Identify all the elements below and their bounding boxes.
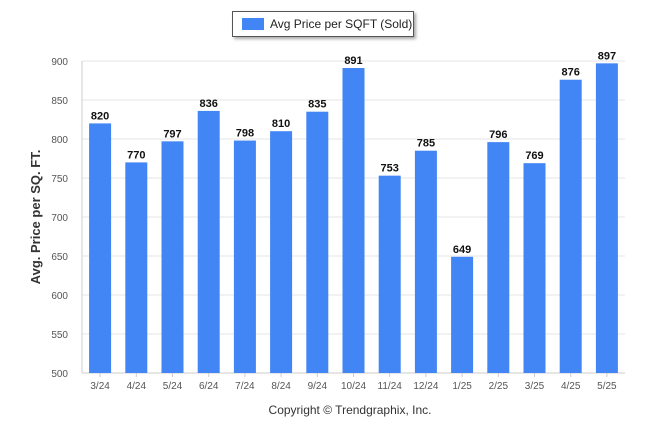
legend: Avg Price per SQFT (Sold) <box>232 11 414 37</box>
x-tick-label: 2/25 <box>489 381 509 392</box>
data-label: 835 <box>308 99 326 111</box>
y-axis-title: Avg. Price per SQ. FT. <box>28 150 43 285</box>
y-tick-label: 500 <box>51 369 68 380</box>
y-tick-label: 650 <box>51 252 68 263</box>
y-tick-label: 900 <box>51 57 68 68</box>
data-label: 891 <box>344 55 362 67</box>
data-label: 785 <box>417 138 435 150</box>
x-tick-label: 3/24 <box>90 381 110 392</box>
x-tick-label: 4/24 <box>127 381 147 392</box>
x-tick-label: 11/24 <box>378 381 403 392</box>
y-tick-label: 600 <box>51 291 68 302</box>
bar-10/24 <box>342 68 365 374</box>
data-label: 769 <box>525 150 543 162</box>
x-tick-label: 1/25 <box>452 381 472 392</box>
bar-11/24 <box>378 175 401 373</box>
data-label: 753 <box>381 163 399 175</box>
data-label: 798 <box>236 128 254 140</box>
y-tick-label: 750 <box>51 174 68 185</box>
data-label: 810 <box>272 118 290 130</box>
legend-label: Avg Price per SQFT (Sold) <box>270 17 413 31</box>
y-tick-label: 850 <box>51 96 68 107</box>
bar-6/24 <box>197 110 220 374</box>
bar-7/24 <box>233 140 256 373</box>
bar-4/25 <box>559 79 582 373</box>
y-tick-label: 800 <box>51 135 68 146</box>
copyright-text: Copyright © Trendgraphix, Inc. <box>268 403 432 417</box>
y-tick-label: 550 <box>51 330 68 341</box>
data-label: 876 <box>562 67 580 79</box>
data-label: 649 <box>453 244 471 256</box>
x-tick-label: 5/25 <box>597 381 617 392</box>
x-tick-label: 7/24 <box>235 381 255 392</box>
bar-1/25 <box>451 256 474 373</box>
y-tick-label: 700 <box>51 213 68 224</box>
x-tick-label: 10/24 <box>341 381 366 392</box>
bar-2/25 <box>487 142 510 373</box>
x-tick-label: 12/24 <box>413 381 438 392</box>
bar-12/24 <box>414 150 437 373</box>
bar-9/24 <box>306 111 329 373</box>
x-tick-label: 9/24 <box>308 381 328 392</box>
bar-8/24 <box>270 131 293 373</box>
data-label: 797 <box>163 128 181 140</box>
x-tick-label: 6/24 <box>199 381 219 392</box>
legend-swatch <box>242 18 264 30</box>
bar-5/25 <box>595 63 618 374</box>
data-label: 820 <box>91 110 109 122</box>
bar-3/24 <box>89 123 112 374</box>
data-label: 770 <box>127 149 145 161</box>
data-label: 897 <box>598 50 616 62</box>
x-tick-label: 4/25 <box>561 381 581 392</box>
data-label: 836 <box>200 98 218 110</box>
x-tick-label: 3/25 <box>525 381 545 392</box>
x-tick-label: 5/24 <box>163 381 183 392</box>
bar-5/24 <box>161 141 184 373</box>
x-tick-label: 8/24 <box>271 381 291 392</box>
data-label: 796 <box>489 129 507 141</box>
bar-3/25 <box>523 163 546 373</box>
bar-4/24 <box>125 162 148 373</box>
